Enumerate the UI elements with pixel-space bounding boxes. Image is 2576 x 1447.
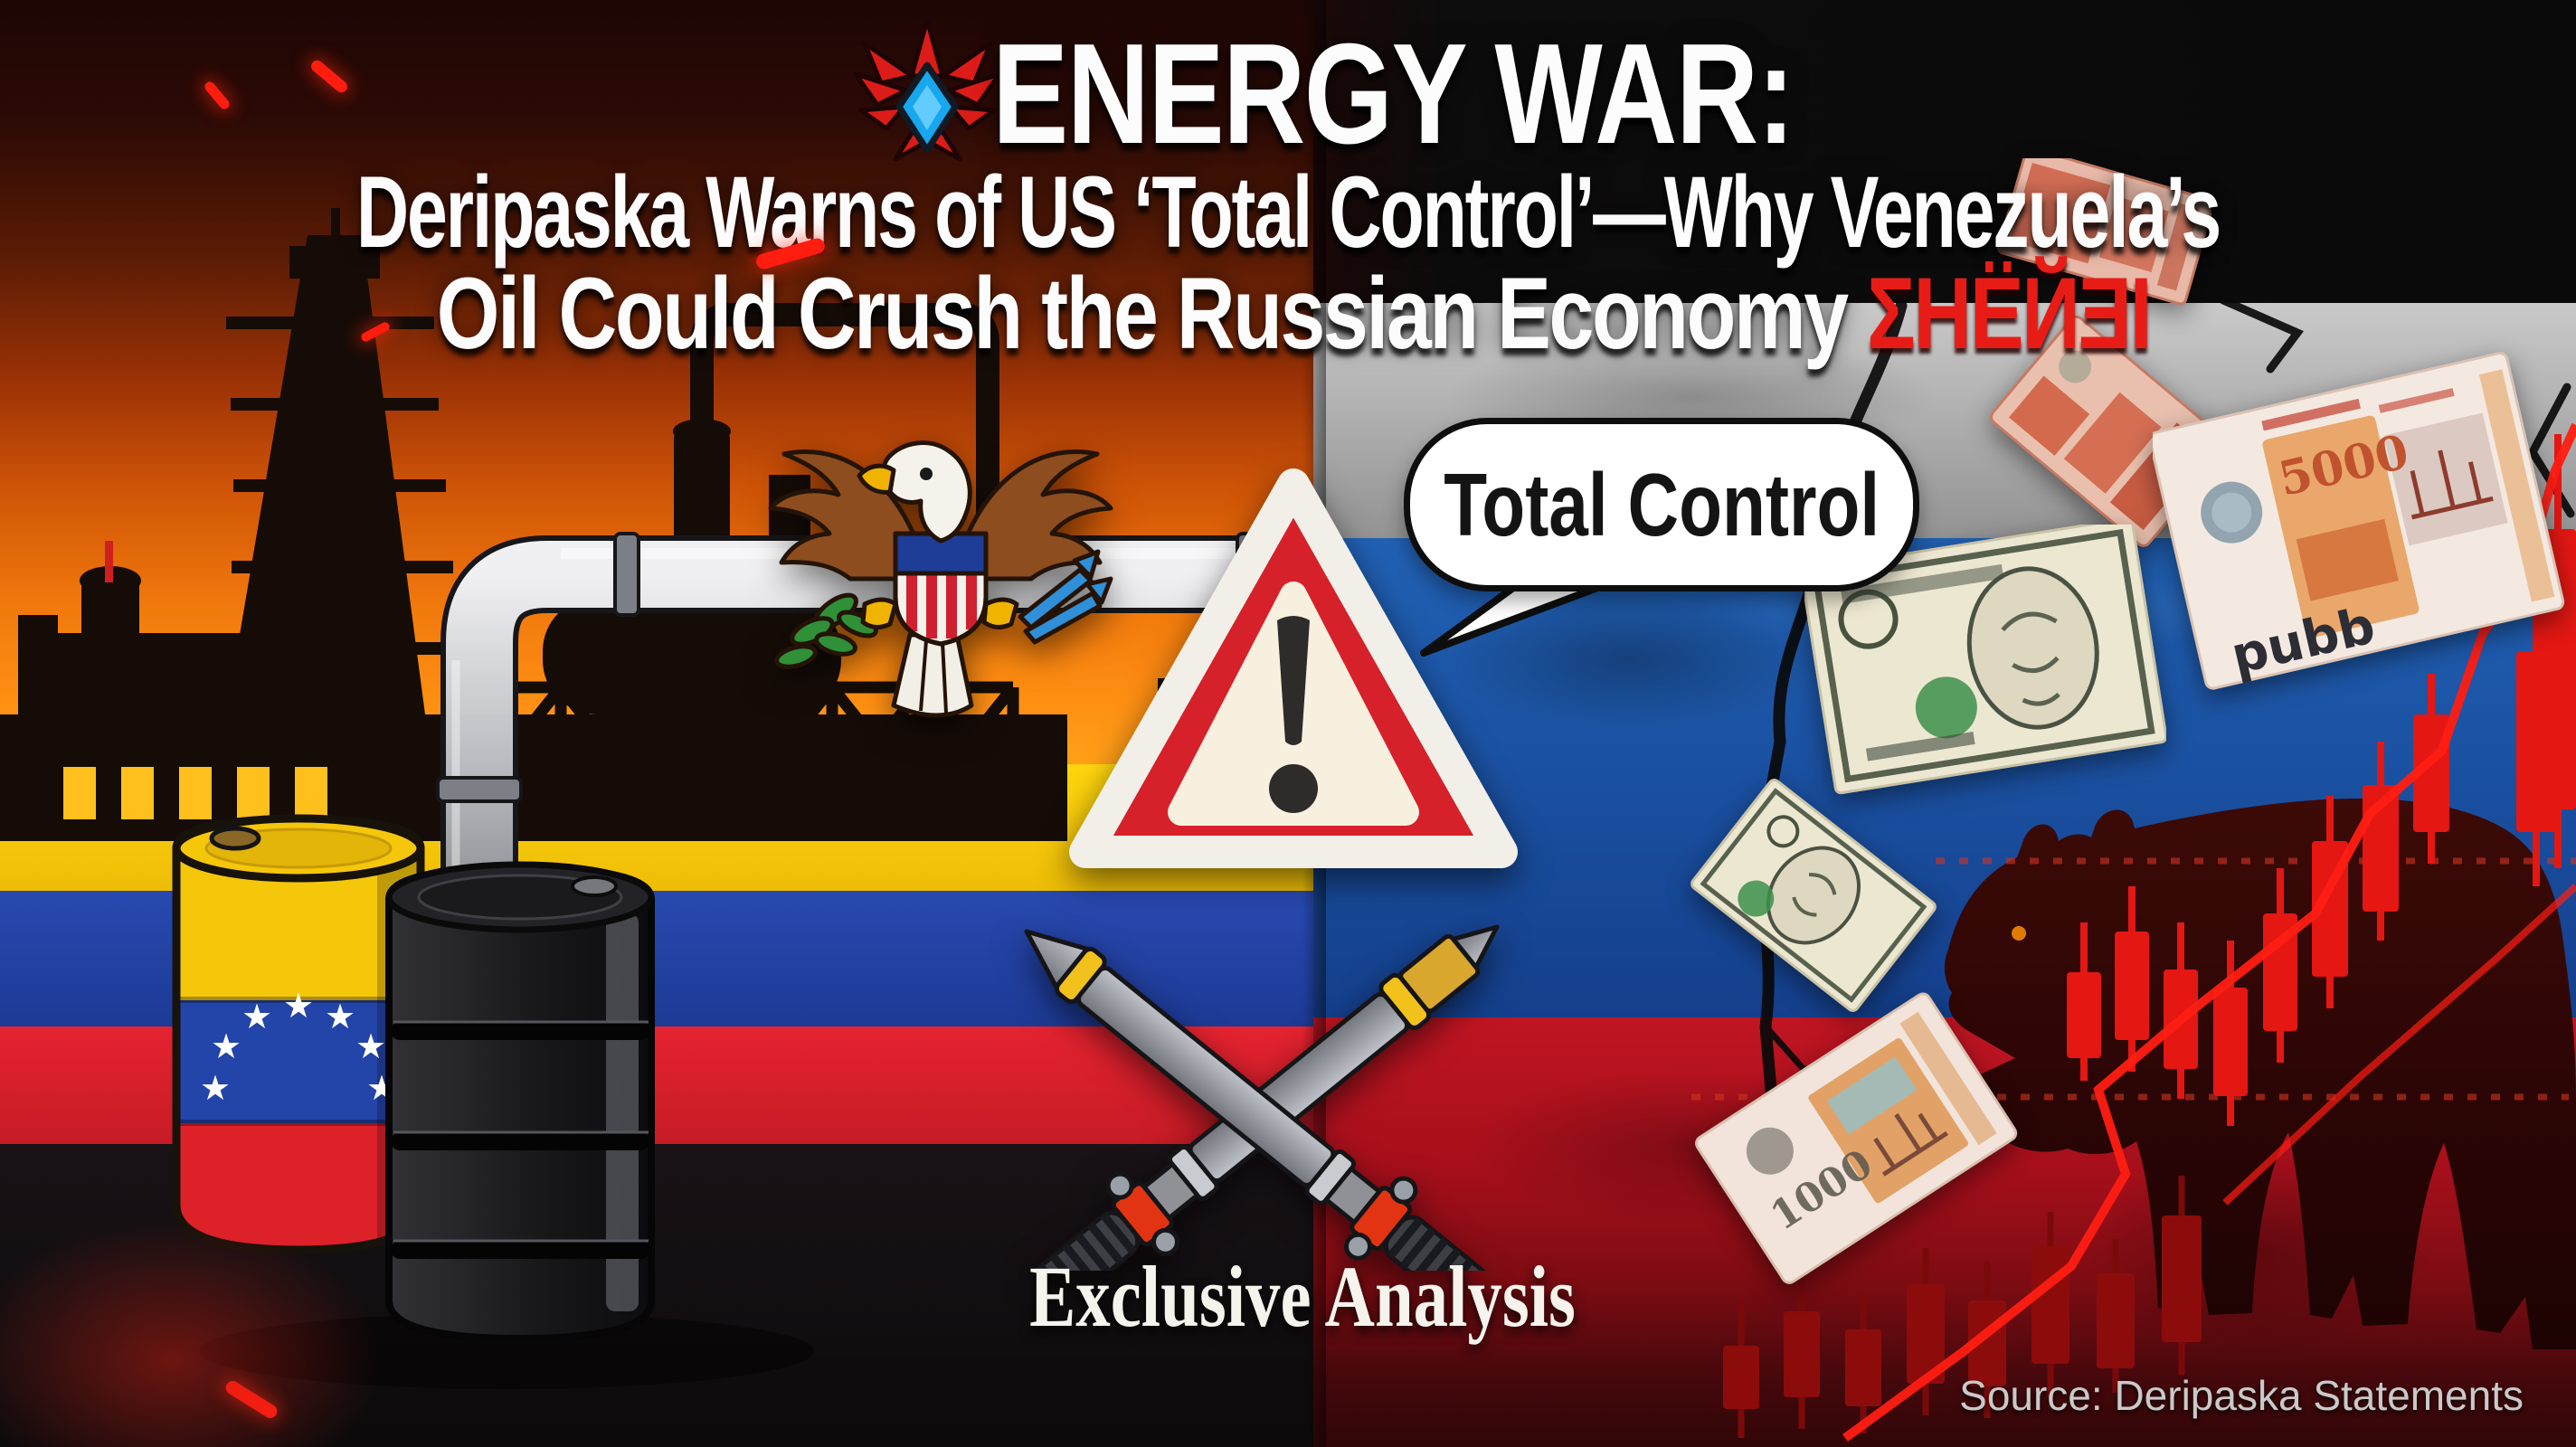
ruble-banknote-small-top: [1997, 158, 2211, 306]
headline-line2-text: Oil Could Crush the Russian Economy: [436, 257, 1849, 370]
svg-text:★: ★: [242, 997, 272, 1036]
ruble-banknote-1000-bottom: 1000: [1695, 992, 2018, 1284]
speech-bubble: Total Control: [1404, 418, 1919, 591]
red-glow-bottom-left: [0, 1167, 461, 1447]
barrel-bung: [209, 826, 261, 851]
crossed-swords-icon: [1024, 924, 1500, 1271]
speech-bubble-tail-joint: [1512, 570, 1648, 584]
us-eagle-seal-icon: [768, 440, 1113, 718]
bear-silhouette-icon: [1944, 799, 2576, 1349]
svg-text:★: ★: [283, 986, 314, 1026]
eagle-arrows: [1018, 549, 1113, 645]
falling-candlestick-chart: [1691, 422, 2576, 1442]
headline-kicker-text: ENERGY WAR:: [991, 14, 1795, 174]
headline-glitch-text: ΣНЁЙƎI: [1867, 257, 2152, 370]
russia-header-black: [1313, 0, 2576, 303]
refinery-lit-windows: [63, 767, 327, 819]
exclusive-analysis-label: Exclusive Analysis: [1029, 1248, 1576, 1345]
svg-text:★: ★: [200, 1068, 231, 1108]
dollar-banknote-small: [1690, 779, 1937, 1012]
headline-line1: Deripaska Warns of US ‘Total Control’—Wh…: [0, 154, 2576, 270]
channel-logo-icon: [853, 20, 1002, 162]
speech-bubble-text: Total Control: [1444, 454, 1880, 554]
warning-triangle-icon: [1069, 468, 1518, 868]
dollar-banknote-large: [1804, 525, 2166, 795]
eagle-olive-branch: [774, 592, 878, 669]
headline-line1-text: Deripaska Warns of US ‘Total Control’—Wh…: [355, 156, 2221, 269]
headline-line2: Oil Could Crush the Russian Economy ΣНЁЙ…: [223, 255, 2364, 372]
bear-eye: [2012, 926, 2026, 941]
source-credit: Source: Deripaska Statements: [1959, 1372, 2524, 1419]
svg-text:★: ★: [355, 1026, 386, 1066]
exclamation-mark: [1277, 616, 1310, 745]
svg-text:★: ★: [325, 997, 355, 1036]
headline-kicker: ENERGY WAR:: [892, 13, 1894, 176]
svg-text:★: ★: [211, 1026, 242, 1066]
ruble-banknote-5000: 5000 pubb: [2153, 352, 2565, 690]
